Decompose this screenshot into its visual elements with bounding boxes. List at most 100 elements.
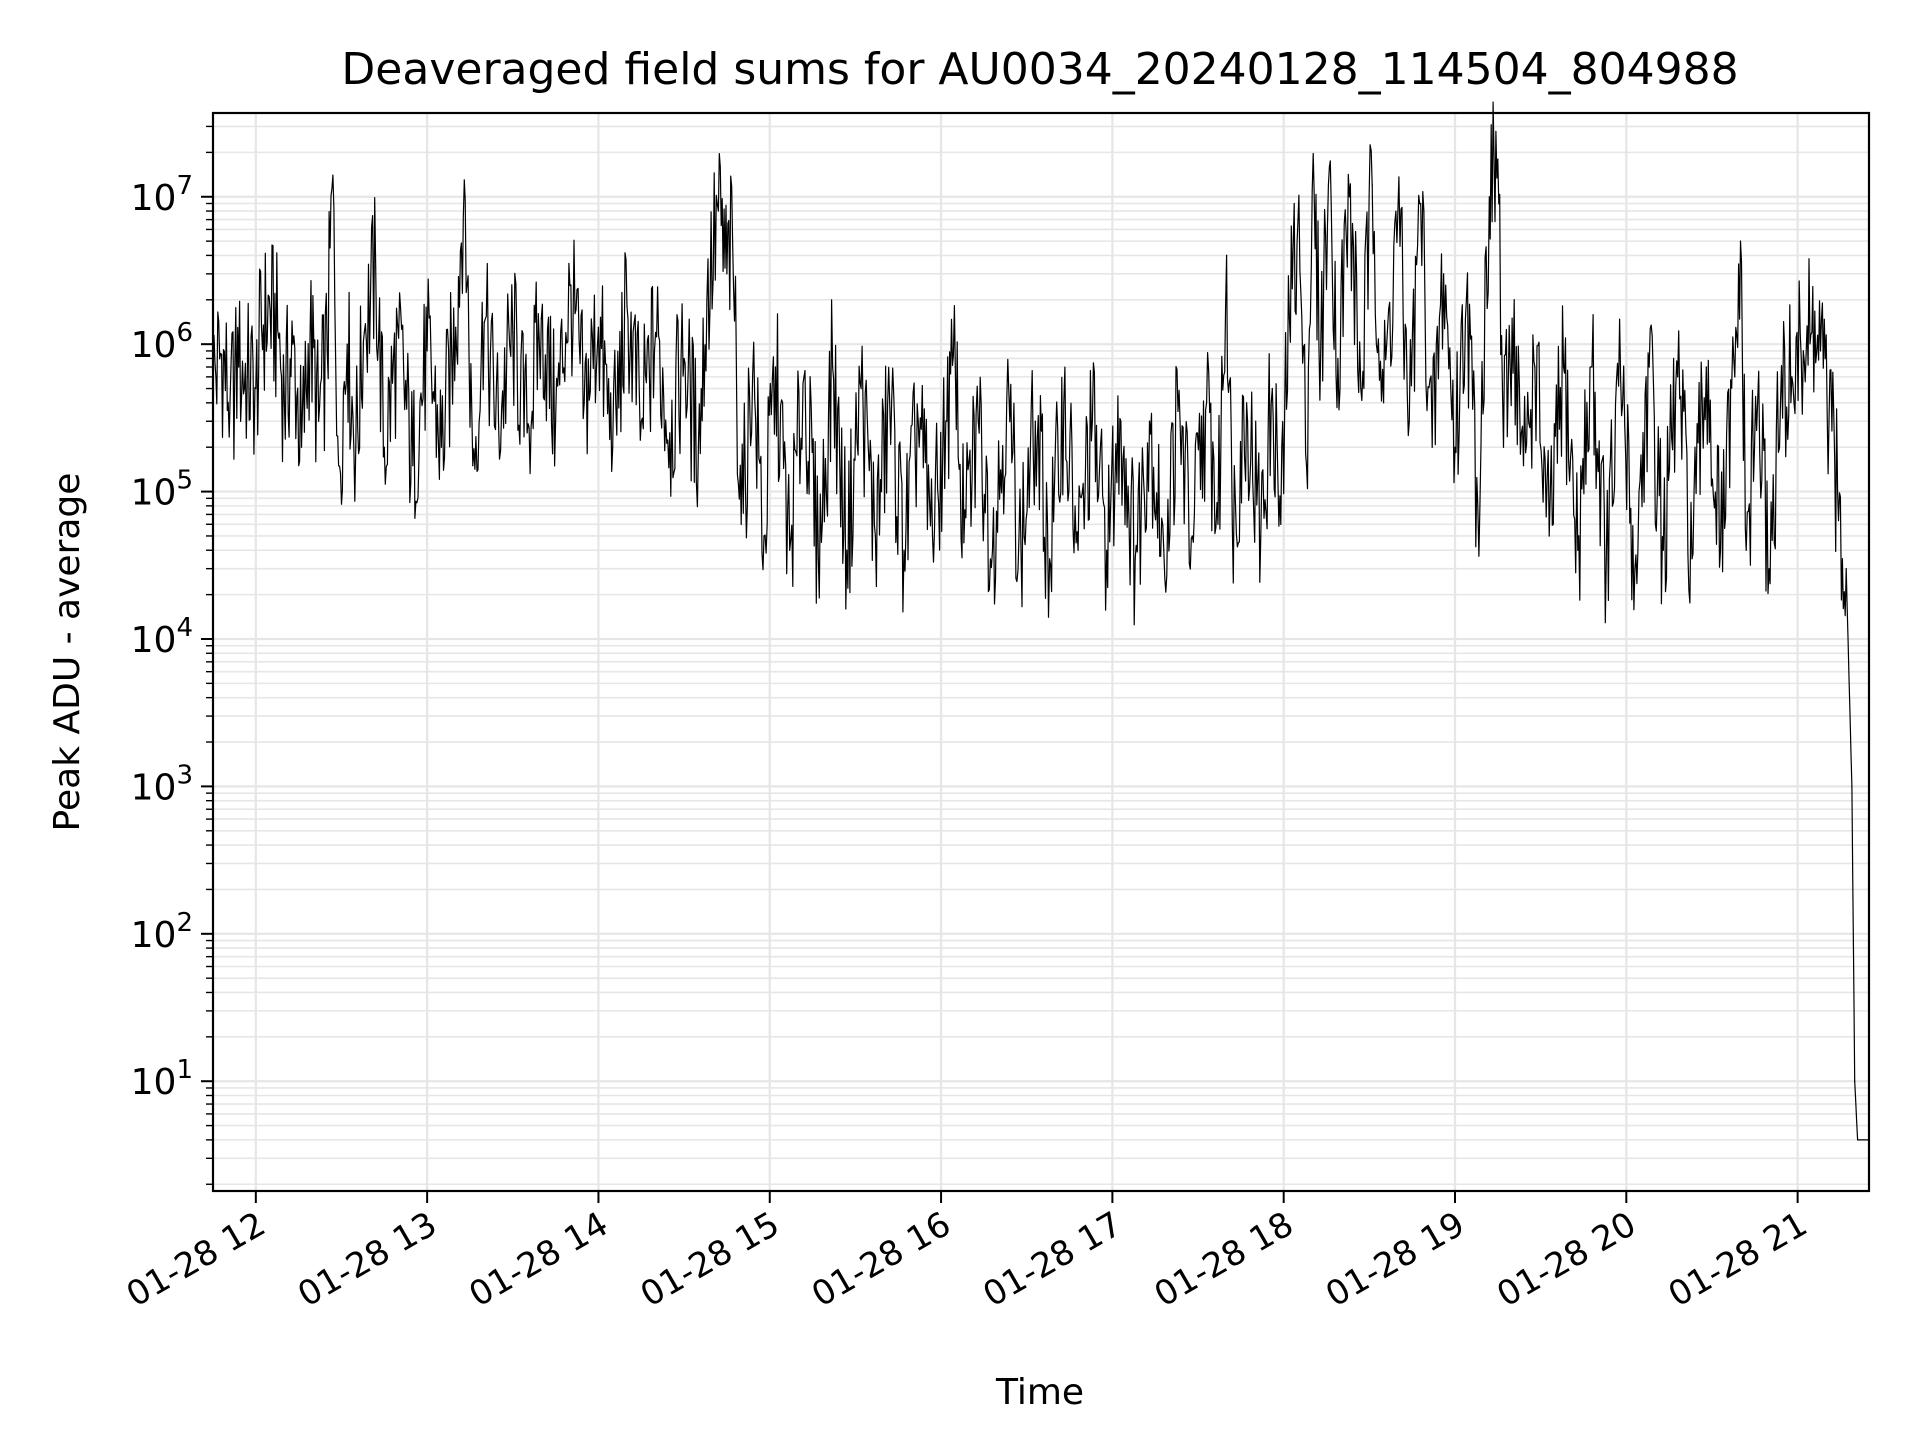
data-point bbox=[555, 420, 557, 422]
data-point bbox=[1591, 366, 1593, 368]
data-point bbox=[269, 309, 271, 311]
data-point bbox=[1757, 402, 1759, 404]
data-point bbox=[1828, 420, 1830, 422]
data-point bbox=[874, 535, 877, 537]
data-point bbox=[1226, 254, 1228, 256]
data-point bbox=[526, 432, 528, 434]
y-tick-label-base: 10 bbox=[131, 767, 177, 808]
data-point bbox=[1634, 568, 1636, 570]
data-point bbox=[1271, 387, 1273, 390]
data-point bbox=[1305, 465, 1308, 467]
data-point bbox=[1745, 549, 1747, 551]
data-point bbox=[278, 337, 280, 339]
y-tick-label: 101 bbox=[131, 1055, 193, 1103]
data-point bbox=[1246, 402, 1248, 404]
data-point bbox=[1260, 535, 1262, 537]
y-tick-label: 105 bbox=[131, 466, 193, 514]
data-point bbox=[1791, 376, 1793, 378]
data-point bbox=[255, 387, 257, 390]
data-point bbox=[1217, 523, 1219, 525]
data-point bbox=[846, 549, 848, 551]
data-point bbox=[229, 399, 231, 401]
data-point bbox=[1854, 1080, 1856, 1082]
data-point bbox=[597, 326, 600, 328]
y-axis-label: Peak ADU - average bbox=[47, 473, 88, 832]
data-point bbox=[463, 179, 465, 181]
y-tick-label-base: 10 bbox=[131, 915, 177, 956]
data-point bbox=[946, 420, 948, 422]
y-tick-label-base: 10 bbox=[131, 620, 177, 661]
series-layer bbox=[212, 101, 1870, 1141]
data-point bbox=[1662, 549, 1664, 551]
data-point bbox=[726, 273, 728, 275]
data-point bbox=[1648, 366, 1650, 368]
data-point bbox=[931, 535, 934, 537]
data-point bbox=[246, 376, 248, 378]
data-point bbox=[640, 420, 642, 422]
data-point bbox=[1705, 366, 1707, 368]
data-point bbox=[540, 317, 542, 319]
data-point bbox=[669, 432, 671, 434]
y-tick-label-base: 10 bbox=[131, 473, 177, 514]
y-tick-label-exponent: 2 bbox=[176, 908, 193, 938]
data-point bbox=[1383, 402, 1385, 404]
data-point bbox=[1811, 331, 1813, 334]
y-tick-label: 106 bbox=[131, 318, 193, 366]
y-tick-label: 102 bbox=[131, 908, 193, 956]
data-point bbox=[1497, 158, 1499, 160]
y-tick-label-exponent: 6 bbox=[176, 318, 193, 348]
data-point bbox=[338, 465, 340, 467]
data-point bbox=[612, 446, 614, 448]
minor-gridlines bbox=[213, 125, 1869, 1186]
data-point bbox=[1605, 558, 1607, 560]
data-point bbox=[1397, 210, 1399, 212]
data-point bbox=[1431, 446, 1433, 448]
data-point bbox=[860, 387, 862, 390]
data-point bbox=[1288, 317, 1290, 319]
data-point bbox=[440, 446, 442, 448]
data-point bbox=[1534, 366, 1536, 368]
data-point bbox=[426, 350, 428, 352]
data-point bbox=[832, 366, 834, 368]
data-point bbox=[1443, 273, 1445, 275]
data-point bbox=[1522, 465, 1525, 467]
data-point bbox=[954, 366, 956, 368]
data-point bbox=[1548, 535, 1550, 537]
data-point bbox=[1802, 350, 1804, 352]
data-point bbox=[1502, 446, 1505, 448]
data-point bbox=[569, 284, 571, 287]
data-point bbox=[1206, 402, 1208, 404]
data-point bbox=[1465, 299, 1467, 301]
y-tick-label-exponent: 7 bbox=[176, 171, 193, 201]
data-point bbox=[655, 331, 657, 334]
data-point bbox=[1734, 376, 1736, 378]
data-point bbox=[817, 558, 819, 560]
data-point bbox=[1191, 535, 1193, 537]
data-point bbox=[1034, 420, 1036, 422]
data-point bbox=[238, 366, 240, 368]
data-point bbox=[740, 523, 742, 525]
data-point bbox=[1163, 549, 1165, 551]
data-point bbox=[1320, 343, 1322, 345]
y-tick-label: 103 bbox=[131, 760, 193, 808]
data-point bbox=[1477, 505, 1479, 507]
data-point bbox=[346, 343, 348, 345]
data-point bbox=[318, 420, 320, 422]
data-point bbox=[683, 357, 685, 360]
data-point bbox=[1177, 410, 1179, 412]
data-point bbox=[1348, 196, 1350, 198]
data-point bbox=[1454, 446, 1456, 448]
data-point bbox=[1768, 568, 1770, 570]
data-point bbox=[375, 267, 377, 269]
data-point bbox=[326, 350, 328, 352]
data-point bbox=[774, 366, 777, 368]
y-tick-label-base: 10 bbox=[131, 1062, 177, 1103]
y-tick-label: 107 bbox=[131, 171, 193, 219]
data-point bbox=[292, 343, 294, 345]
data-point bbox=[583, 402, 585, 404]
data-point bbox=[1297, 219, 1299, 221]
data-point bbox=[1091, 420, 1093, 422]
